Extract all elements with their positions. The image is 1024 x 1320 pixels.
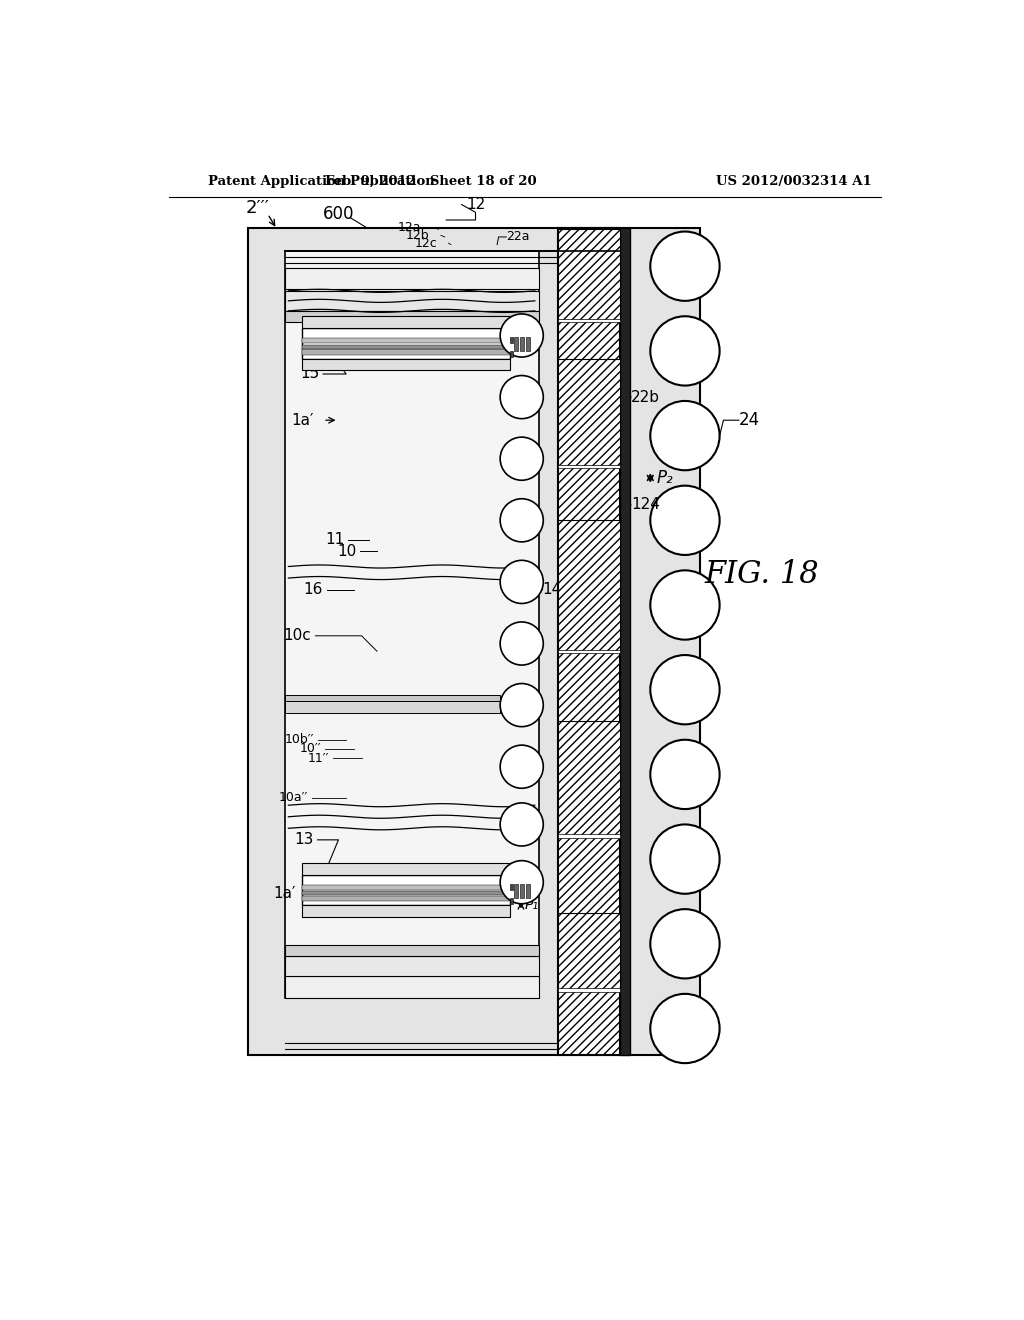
Text: 10a′′: 10a′′ bbox=[279, 791, 307, 804]
Bar bbox=[302, 884, 510, 890]
Circle shape bbox=[500, 561, 544, 603]
Bar bbox=[285, 268, 539, 289]
Circle shape bbox=[500, 314, 544, 356]
Circle shape bbox=[650, 994, 720, 1063]
Bar bbox=[558, 318, 620, 322]
Bar bbox=[558, 520, 620, 651]
Text: 600: 600 bbox=[323, 205, 354, 223]
Text: FIG. 18: FIG. 18 bbox=[705, 558, 819, 590]
Text: 2′′′: 2′′′ bbox=[246, 199, 269, 218]
Bar bbox=[302, 906, 510, 917]
Circle shape bbox=[650, 655, 720, 725]
Text: 24: 24 bbox=[739, 412, 760, 429]
Bar bbox=[558, 465, 620, 469]
Circle shape bbox=[650, 570, 720, 640]
Bar bbox=[302, 891, 510, 895]
Text: 11′′: 11′′ bbox=[308, 751, 330, 764]
Circle shape bbox=[650, 317, 720, 385]
Text: 1a′: 1a′ bbox=[291, 413, 313, 428]
Bar bbox=[558, 721, 620, 836]
Text: 12a: 12a bbox=[398, 222, 422, 234]
Bar bbox=[285, 251, 539, 998]
Bar bbox=[510, 898, 513, 904]
Text: 13: 13 bbox=[295, 833, 313, 847]
Bar bbox=[558, 834, 620, 838]
Bar bbox=[302, 359, 510, 370]
Bar bbox=[302, 350, 510, 355]
Bar bbox=[558, 228, 620, 1056]
Bar bbox=[302, 327, 510, 359]
Bar bbox=[514, 884, 518, 898]
Circle shape bbox=[500, 803, 544, 846]
Circle shape bbox=[650, 825, 720, 894]
Text: 12: 12 bbox=[466, 197, 485, 213]
Text: 11: 11 bbox=[326, 532, 345, 546]
Circle shape bbox=[500, 499, 544, 543]
Circle shape bbox=[650, 486, 720, 554]
Text: P₁: P₁ bbox=[524, 899, 539, 912]
Circle shape bbox=[500, 376, 544, 418]
Bar bbox=[558, 359, 620, 466]
Text: 10′′: 10′′ bbox=[300, 742, 322, 755]
Bar bbox=[285, 701, 500, 713]
Text: 15: 15 bbox=[300, 367, 319, 381]
Bar bbox=[248, 228, 700, 1056]
Bar bbox=[302, 345, 510, 348]
Bar bbox=[514, 337, 518, 351]
Circle shape bbox=[650, 231, 720, 301]
Bar bbox=[510, 351, 513, 358]
Circle shape bbox=[650, 909, 720, 978]
Bar bbox=[285, 696, 500, 701]
Circle shape bbox=[500, 744, 544, 788]
Bar bbox=[520, 337, 524, 351]
Text: 124: 124 bbox=[631, 498, 659, 512]
Bar bbox=[302, 863, 510, 875]
Text: 16: 16 bbox=[304, 582, 323, 597]
Bar bbox=[302, 875, 510, 906]
Text: P₂: P₂ bbox=[656, 469, 673, 487]
Text: 12b: 12b bbox=[406, 228, 429, 242]
Circle shape bbox=[500, 684, 544, 726]
Circle shape bbox=[500, 861, 544, 904]
Bar bbox=[526, 337, 530, 351]
Bar bbox=[285, 977, 539, 998]
Bar bbox=[302, 338, 510, 343]
Bar bbox=[620, 228, 631, 1056]
Circle shape bbox=[500, 622, 544, 665]
Text: Feb. 9, 2012   Sheet 18 of 20: Feb. 9, 2012 Sheet 18 of 20 bbox=[325, 176, 537, 187]
Text: 1a′: 1a′ bbox=[273, 886, 296, 902]
Text: 14: 14 bbox=[543, 582, 562, 597]
Text: 22a: 22a bbox=[506, 231, 529, 243]
Bar bbox=[302, 896, 510, 902]
Text: 10: 10 bbox=[337, 544, 356, 558]
Text: US 2012/0032314 A1: US 2012/0032314 A1 bbox=[716, 176, 871, 187]
Bar bbox=[285, 290, 539, 312]
Text: 10b′′: 10b′′ bbox=[285, 733, 313, 746]
Bar bbox=[285, 945, 539, 956]
Bar bbox=[558, 649, 620, 653]
Bar bbox=[285, 956, 539, 977]
Bar bbox=[558, 989, 620, 991]
Text: 13: 13 bbox=[311, 327, 331, 343]
Bar bbox=[510, 884, 513, 890]
Circle shape bbox=[500, 437, 544, 480]
Circle shape bbox=[650, 401, 720, 470]
Text: 22b: 22b bbox=[631, 389, 660, 405]
Bar bbox=[526, 884, 530, 898]
Bar bbox=[520, 884, 524, 898]
Circle shape bbox=[650, 739, 720, 809]
Bar bbox=[558, 913, 620, 990]
Bar bbox=[558, 230, 620, 321]
Text: Patent Application Publication: Patent Application Publication bbox=[208, 176, 434, 187]
Bar bbox=[285, 312, 539, 322]
Bar bbox=[302, 317, 510, 327]
Text: 12c: 12c bbox=[415, 236, 437, 249]
Bar bbox=[510, 337, 513, 343]
Text: 10c: 10c bbox=[284, 628, 311, 643]
